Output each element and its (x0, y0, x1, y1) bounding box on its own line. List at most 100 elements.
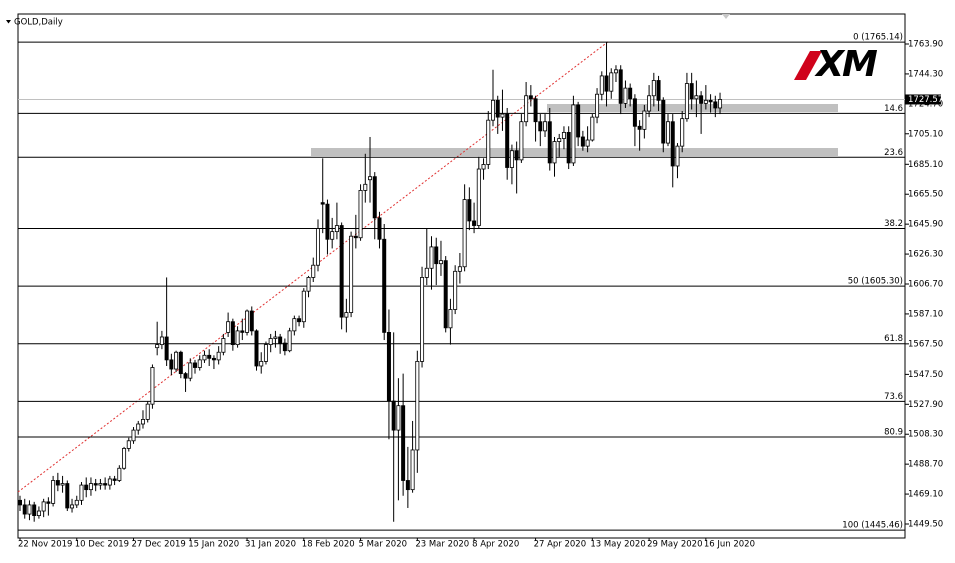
candle (457, 253, 462, 284)
candle-body (155, 344, 160, 349)
candle (60, 475, 65, 493)
candle-body (159, 336, 164, 346)
candle (599, 71, 604, 101)
candle (519, 114, 524, 163)
candle-body (481, 164, 486, 170)
candle (684, 72, 689, 122)
x-tick-label: 8 Apr 2020 (472, 540, 519, 550)
candle (183, 372, 188, 392)
candle-body (718, 99, 723, 109)
candle (84, 477, 89, 498)
candle-body (65, 483, 70, 509)
candle (443, 256, 448, 333)
candle-body (661, 99, 666, 144)
candle (368, 136, 373, 203)
candle (174, 350, 179, 373)
candle (278, 333, 283, 354)
candle (55, 472, 60, 492)
candle (150, 364, 155, 409)
candle (623, 80, 628, 108)
candle-body (27, 504, 32, 515)
candle (107, 475, 112, 490)
candle (571, 95, 576, 166)
candle-body (486, 119, 491, 165)
candle (372, 172, 377, 240)
candle-body (349, 235, 354, 313)
candle (164, 277, 169, 366)
candle-body (254, 330, 259, 367)
candle-body (301, 290, 306, 323)
candle (609, 68, 614, 99)
candle-body (140, 419, 145, 425)
y-tick-label: 1469.10 (908, 490, 943, 500)
x-tick-label: 16 Jun 2020 (704, 540, 755, 550)
candle-body (278, 336, 283, 344)
menu-arrow[interactable] (6, 20, 11, 24)
candle-body (656, 80, 661, 101)
candle-body (136, 423, 141, 431)
candle-body (363, 183, 368, 191)
fib-label: 61.8 (884, 334, 903, 344)
candle-body (207, 354, 212, 359)
candle (590, 114, 595, 142)
candle-body (169, 359, 174, 370)
candle-body (448, 309, 453, 329)
y-tick-label: 1508.30 (908, 430, 943, 440)
candle (528, 85, 533, 107)
candle-body (595, 93, 600, 118)
fib-label: 14.6 (884, 104, 903, 114)
candle (197, 355, 202, 371)
candle (103, 477, 108, 490)
candle-body (287, 330, 292, 352)
candle (561, 126, 566, 150)
candle-body (637, 125, 642, 130)
candle-body (618, 69, 623, 104)
candle-body (221, 338, 226, 353)
candle (448, 298, 453, 345)
candle-body (202, 354, 207, 361)
candle-body (538, 121, 543, 132)
candle (552, 136, 557, 177)
candle-body (609, 72, 614, 92)
logo-slash (794, 51, 822, 80)
candle-body (368, 176, 373, 181)
candle-body (396, 405, 401, 431)
candle (490, 69, 495, 127)
candle (576, 101, 581, 147)
shift-marker (722, 14, 730, 19)
candle (472, 202, 477, 234)
candle (699, 91, 704, 134)
candle (689, 72, 694, 110)
candle-body (580, 136, 585, 147)
candle (46, 497, 51, 516)
candle-body (74, 499, 79, 506)
candle (533, 95, 538, 142)
candle (524, 82, 529, 127)
candle-body (334, 225, 339, 233)
candle (543, 114, 548, 137)
candle (718, 92, 723, 115)
fib-label: 50 (1605.30) (848, 277, 903, 287)
candle (282, 338, 287, 356)
candle-body (330, 231, 335, 240)
candle (22, 498, 27, 519)
candle-body (235, 330, 240, 346)
candle (88, 477, 93, 496)
y-tick-label: 1488.70 (908, 460, 943, 470)
candle-body (467, 199, 472, 222)
candle-body (410, 449, 415, 491)
candle (396, 378, 401, 501)
candle (514, 141, 519, 194)
candle (188, 358, 193, 382)
candle (595, 88, 600, 124)
candle (74, 495, 79, 508)
candle-body (344, 312, 349, 318)
candle (79, 482, 84, 505)
fib-label: 100 (1445.46) (842, 521, 903, 531)
candle-body (391, 400, 396, 431)
candle-body (17, 499, 22, 506)
candle-body (70, 504, 75, 509)
candle (306, 275, 311, 298)
candle-body (561, 131, 566, 139)
